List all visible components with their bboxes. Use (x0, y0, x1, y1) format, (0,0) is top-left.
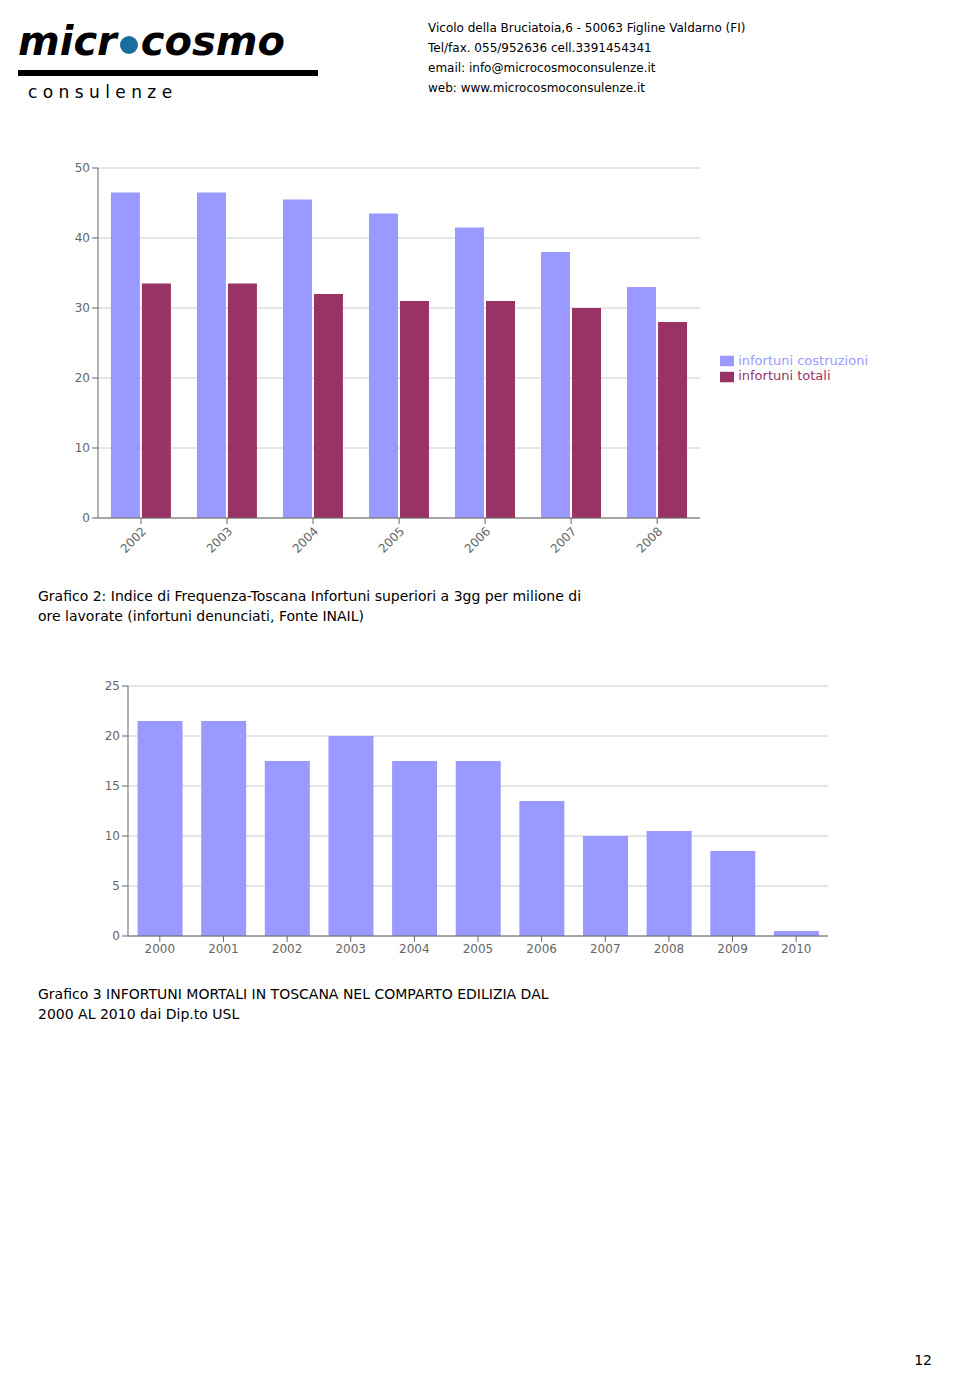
svg-text:0: 0 (82, 511, 90, 525)
svg-text:2006: 2006 (526, 942, 557, 956)
svg-text:2002: 2002 (118, 524, 149, 555)
html-text:micr: micr (18, 18, 117, 64)
svg-text:2004: 2004 (399, 942, 430, 956)
svg-text:40: 40 (75, 231, 90, 245)
svg-text:0: 0 (112, 929, 120, 943)
svg-text:2002: 2002 (272, 942, 303, 956)
html-text:web: www.microcosmoconsulenze.: web: www.microcosmoconsulenze.it (428, 81, 645, 95)
svg-text:2007: 2007 (548, 524, 579, 555)
html-text:c o n s u l e n z e: c o n s u l e n z e (28, 82, 173, 102)
svg-text:50: 50 (75, 161, 90, 175)
svg-text:2006: 2006 (462, 524, 493, 555)
svg-text:20: 20 (105, 729, 120, 743)
html-text:12: 12 (914, 1352, 932, 1368)
svg-text:10: 10 (105, 829, 120, 843)
svg-text:2009: 2009 (717, 942, 748, 956)
svg-text:2005: 2005 (376, 524, 407, 555)
svg-text:30: 30 (75, 301, 90, 315)
html-text:infortuni costruzioni: infortuni costruzioni (738, 352, 868, 368)
html-text:Vicolo della Bruciatoia,6 - 50: Vicolo della Bruciatoia,6 - 50063 Figlin… (428, 21, 746, 35)
svg-text:15: 15 (105, 779, 120, 793)
svg-text:2004: 2004 (290, 524, 321, 555)
html-text:Grafico 2: Indice di Frequenza: Grafico 2: Indice di Frequenza-Toscana I… (38, 588, 582, 624)
html-text:Grafico 3 INFORTUNI MORTALI IN: Grafico 3 INFORTUNI MORTALI IN TOSCANA N… (38, 986, 549, 1022)
html-text:Tel/fax. 055/952636 cell.33914: Tel/fax. 055/952636 cell.3391454341 (428, 41, 652, 55)
svg-text:2010: 2010 (781, 942, 812, 956)
svg-text:2003: 2003 (335, 942, 366, 956)
html-text:cosmo: cosmo (140, 18, 285, 64)
html-text:infortuni totali: infortuni totali (738, 368, 831, 383)
svg-text:2003: 2003 (204, 524, 235, 555)
html-text:email: info@microcosmoconsulen: email: info@microcosmoconsulenze.it (428, 61, 656, 75)
svg-text:25: 25 (105, 679, 120, 693)
svg-text:2001: 2001 (208, 942, 239, 956)
svg-text:2005: 2005 (463, 942, 494, 956)
svg-text:20: 20 (75, 371, 90, 385)
svg-text:2008: 2008 (634, 524, 665, 555)
svg-text:2008: 2008 (654, 942, 685, 956)
svg-text:2007: 2007 (590, 942, 621, 956)
svg-text:10: 10 (75, 441, 90, 455)
svg-text:5: 5 (112, 879, 120, 893)
svg-text:2000: 2000 (145, 942, 176, 956)
